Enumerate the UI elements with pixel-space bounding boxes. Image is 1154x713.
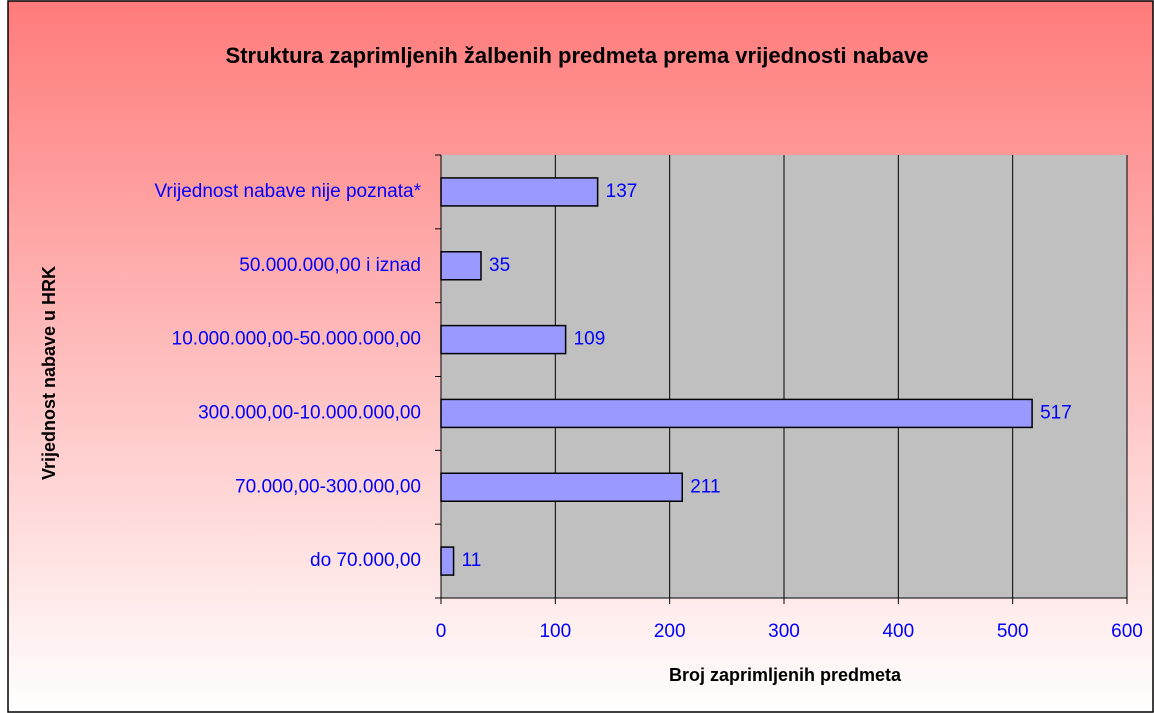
data-label: 517 — [1040, 402, 1072, 423]
y-tick-label: 10.000.000,00-50.000.000,00 — [172, 329, 421, 350]
y-tick-label: do 70.000,00 — [310, 550, 421, 571]
y-tick-label: 300.000,00-10.000.000,00 — [198, 402, 421, 423]
x-tick-label: 600 — [1111, 621, 1143, 642]
x-tick-label: 300 — [768, 621, 800, 642]
x-tick-label: 0 — [436, 621, 447, 642]
data-label: 109 — [574, 329, 606, 350]
y-axis-title: Vrijednost nabave u HRK — [39, 266, 59, 480]
data-label: 35 — [489, 255, 510, 276]
data-label: 137 — [606, 181, 638, 202]
bar — [440, 472, 683, 502]
y-tick-label: 50.000.000,00 i iznad — [239, 255, 421, 276]
data-label: 11 — [462, 550, 482, 571]
bar — [440, 398, 1033, 429]
x-tick-label: 400 — [882, 621, 914, 642]
x-tick-label: 500 — [997, 621, 1029, 642]
bar — [440, 251, 482, 281]
bar — [440, 546, 455, 576]
x-tick-label: 200 — [654, 621, 686, 642]
bar — [440, 324, 567, 355]
y-tick-label: 70.000,00-300.000,00 — [235, 476, 421, 497]
bar — [440, 177, 599, 207]
data-label: 211 — [690, 476, 720, 497]
x-axis-title: Broj zaprimljenih predmeta — [669, 665, 902, 685]
y-tick-label: Vrijednost nabave nije poznata* — [154, 181, 421, 202]
chart-title: Struktura zaprimljenih žalbenih predmeta… — [225, 43, 929, 68]
x-tick-label: 100 — [539, 621, 571, 642]
